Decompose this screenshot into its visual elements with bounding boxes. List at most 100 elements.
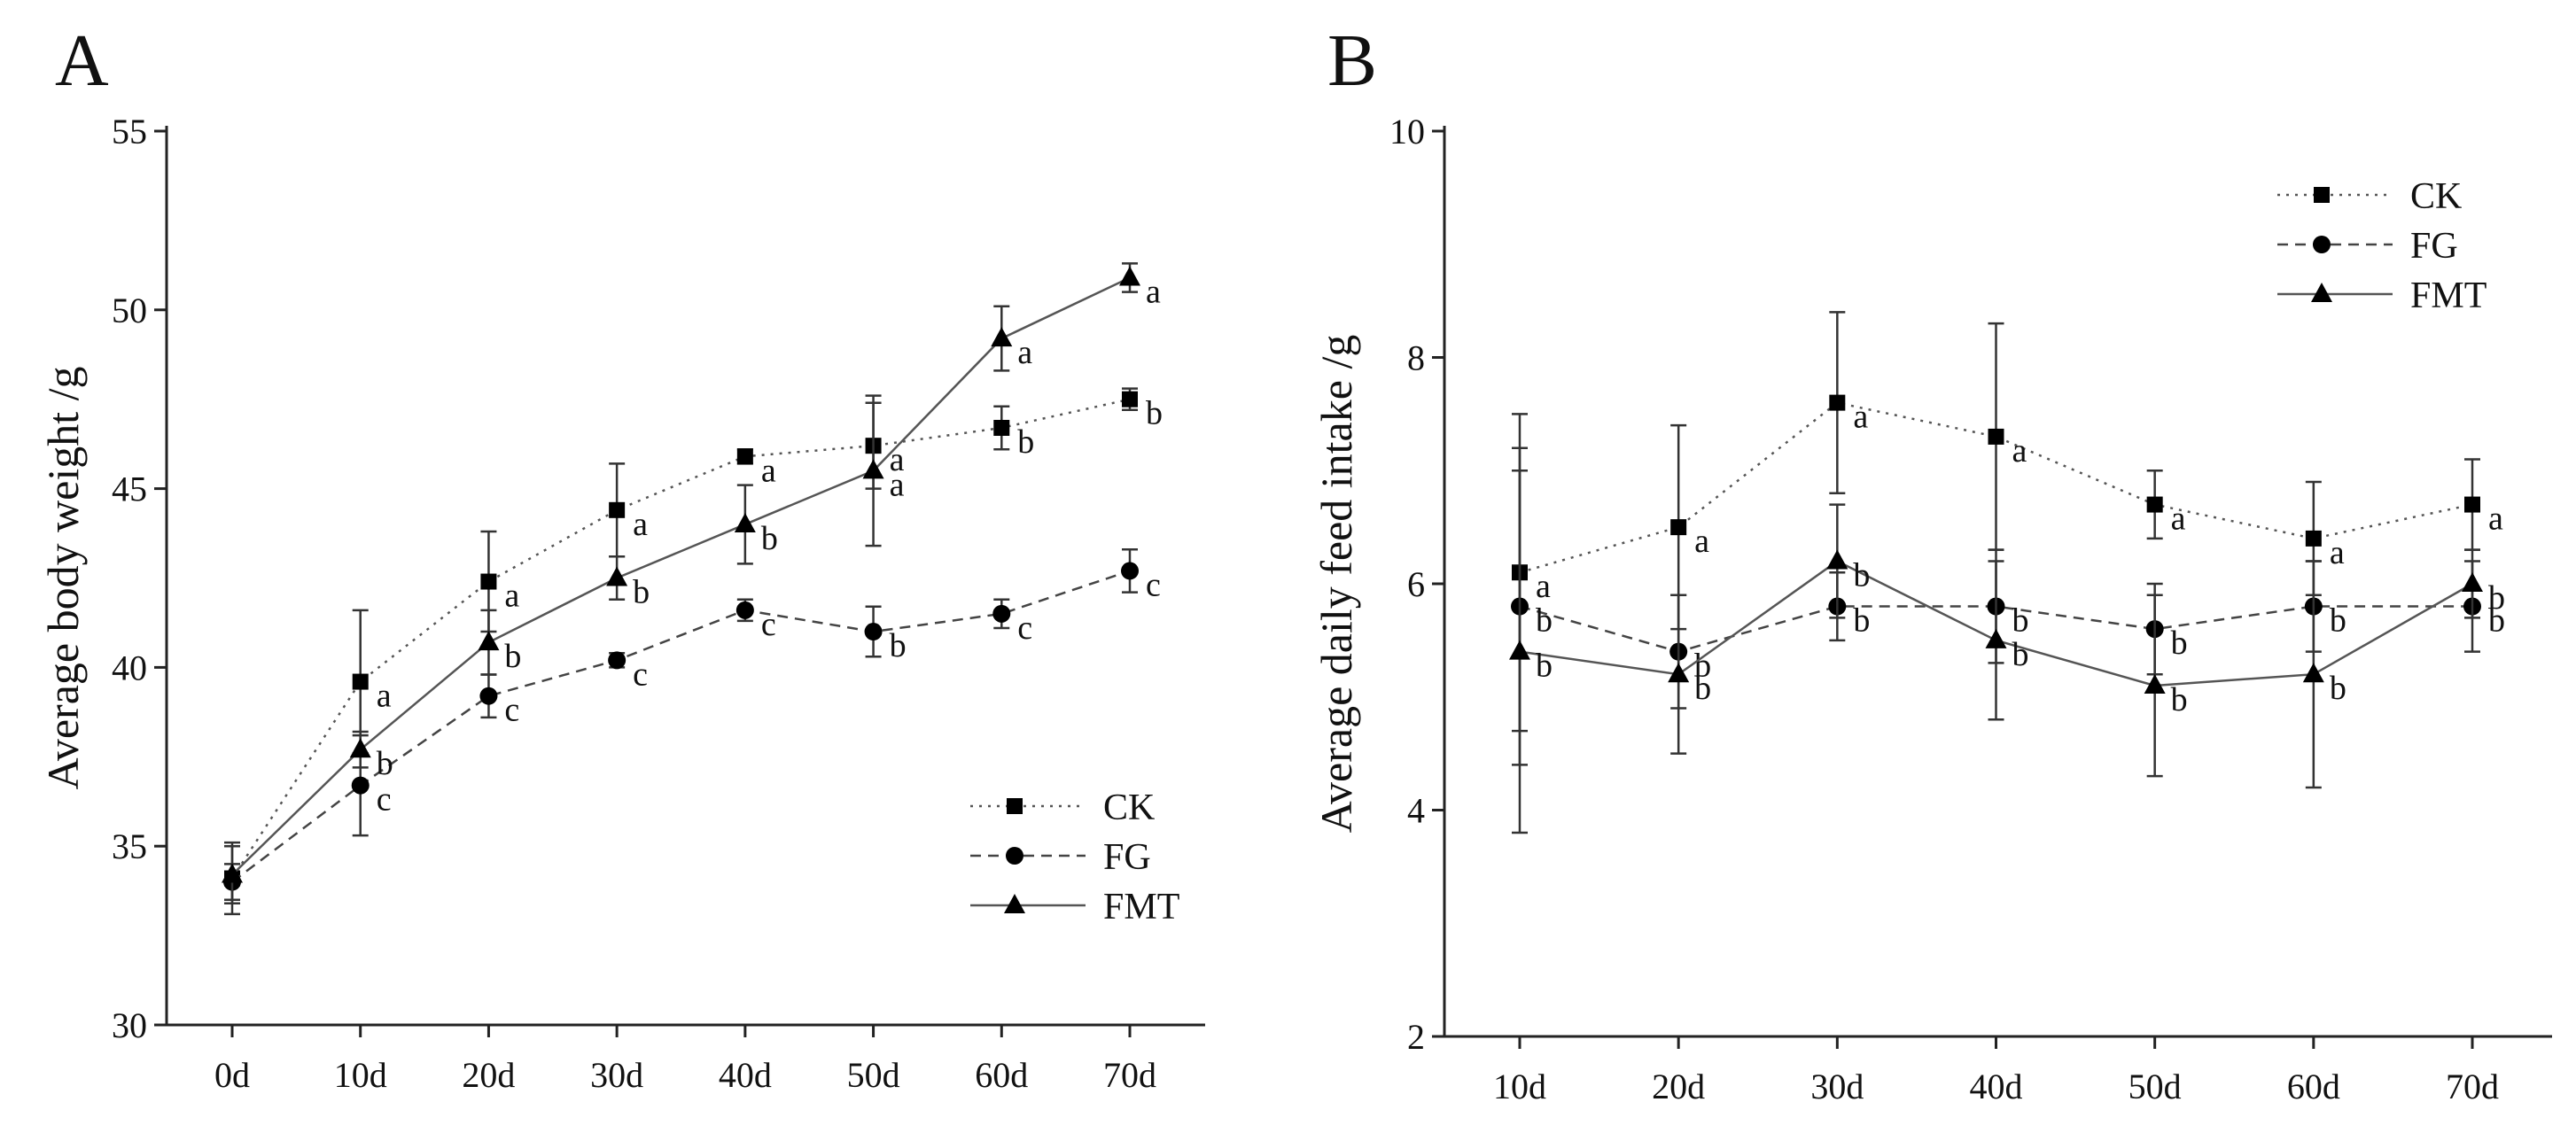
significance-label: b [2330,602,2346,640]
significance-label: b [2330,670,2346,707]
data-point [2146,496,2163,513]
panel-b: B 2 4 6 8 10 10d 20d 30d 40d 50d 60d 70d Average dail… [1311,19,2552,1106]
x-tick-label: 30d [1810,1067,1864,1106]
series-line [231,276,1131,876]
significance-label: b [2488,602,2505,640]
significance-label: b [1694,648,1711,685]
data-point [734,512,756,532]
significance-label: a [1146,273,1161,310]
x-tick-label: 40d [1970,1067,2023,1106]
significance-label: a [2012,432,2027,469]
legend-label: CK [2410,176,2462,217]
significance-label: b [1853,602,1870,640]
significance-label: a [504,578,519,615]
significance-label: b [2012,636,2029,673]
significance-label: a [1536,568,1551,605]
significance-label: a [1853,399,1868,436]
data-point [1988,428,2004,445]
data-point [352,673,369,690]
significance-label: b [1536,648,1553,685]
data-point [1670,519,1687,536]
significance-label: b [1536,602,1553,640]
panel-label: B [1327,19,1377,102]
significance-label: b [2012,602,2029,640]
significance-label: c [633,656,648,693]
data-point [991,327,1013,347]
data-point [1829,394,1846,411]
y-tick-label: 4 [1407,791,1425,831]
data-point [992,604,1011,623]
significance-label: a [2488,501,2503,538]
y-tick-label: 40 [112,648,147,687]
panel-a: A 30 35 40 45 50 55 0d 10d 20d 30d 40d 50d 60d 70d Aver… [38,19,1205,1095]
data-point [862,459,884,479]
significance-label: b [1017,423,1034,461]
significance-label: c [504,692,519,729]
significance-label: b [2171,625,2188,662]
y-tick-label: 6 [1407,564,1425,604]
x-tick-label: 50d [847,1055,900,1095]
data-point [1985,628,2007,648]
significance-label: a [2330,534,2345,571]
legend-marker [1006,847,1023,865]
significance-label: c [761,606,776,643]
y-tick-label: 55 [112,112,147,151]
data-point [1509,640,1530,660]
significance-label: a [1017,334,1032,371]
data-point [606,566,628,586]
data-point [1826,549,1848,570]
y-tick-label: 10 [1389,112,1425,151]
data-point [1121,562,1139,580]
legend-label: FG [2410,226,2458,267]
x-tick-label: 70d [2446,1067,2499,1106]
series-line [231,570,1131,883]
data-point [1119,266,1140,286]
legend: CK FG FMT [970,788,1179,927]
data-point [480,573,497,590]
data-point [1122,391,1138,407]
data-point [864,623,883,641]
significance-label: b [761,520,778,557]
y-tick-label: 45 [112,469,147,509]
significance-label: a [633,506,648,543]
panel-label: A [55,19,109,102]
significance-label: a [761,452,776,489]
data-point [222,863,243,883]
x-tick-label: 50d [2129,1067,2182,1106]
significance-label: b [1694,670,1711,707]
significance-label: b [633,574,650,611]
significance-label: c [1017,609,1032,647]
data-point [1668,663,1690,683]
data-point [479,687,498,705]
data-point [2305,530,2322,547]
x-tick-label: 70d [1103,1055,1156,1095]
significance-label: b [1853,556,1870,594]
x-tick-label: 10d [1493,1067,1546,1106]
data-point [608,651,626,670]
x-tick-label: 20d [1652,1067,1705,1106]
legend-marker [1007,798,1023,814]
significance-label: b [1146,395,1163,432]
x-tick-label: 40d [719,1055,772,1095]
y-tick-label: 50 [112,291,147,330]
significance-label: a [2171,501,2186,538]
significance-label: b [2171,681,2188,718]
legend-label: FMT [1103,887,1179,927]
data-point [2302,663,2324,683]
series-fg: bbb bbb b [1511,446,2505,766]
legend-label: FMT [2410,275,2487,316]
series-ck: a a a a a a a [1512,311,2503,733]
x-tick-label: 20d [462,1055,515,1095]
data-point [478,631,500,651]
data-point [2144,673,2166,694]
legend-label: CK [1103,788,1155,828]
y-axis-title: Average daily feed intake /g [1311,335,1361,834]
significance-label: b [504,638,521,675]
data-point [993,419,1010,436]
data-point [2464,496,2480,513]
significance-label: b [2488,579,2505,617]
data-point [351,776,370,795]
